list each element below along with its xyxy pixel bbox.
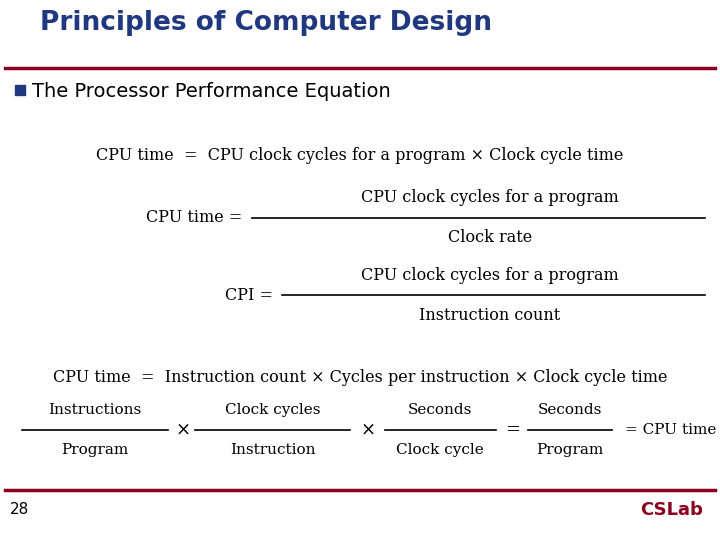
Text: Program: Program [61, 443, 129, 457]
Text: CPU time  =  CPU clock cycles for a program × Clock cycle time: CPU time = CPU clock cycles for a progra… [96, 146, 624, 164]
Text: Instructions: Instructions [48, 403, 142, 417]
Text: Clock cycles: Clock cycles [225, 403, 320, 417]
Text: Instruction: Instruction [230, 443, 316, 457]
Text: Clock cycle: Clock cycle [396, 443, 484, 457]
Text: Instruction count: Instruction count [419, 307, 561, 323]
Text: 28: 28 [10, 503, 30, 517]
Text: CSLab: CSLab [640, 501, 703, 519]
Text: Principles of Computer Design: Principles of Computer Design [40, 10, 492, 36]
Text: CPU clock cycles for a program: CPU clock cycles for a program [361, 190, 619, 206]
Text: CPU time  =  Instruction count × Cycles per instruction × Clock cycle time: CPU time = Instruction count × Cycles pe… [53, 369, 667, 387]
Text: CPU clock cycles for a program: CPU clock cycles for a program [361, 267, 619, 284]
Text: Program: Program [536, 443, 603, 457]
Text: =: = [505, 421, 521, 439]
Text: ×: × [176, 421, 191, 439]
Text: CPI =: CPI = [225, 287, 278, 303]
Text: The Processor Performance Equation: The Processor Performance Equation [32, 82, 391, 101]
Text: ×: × [361, 421, 376, 439]
Text: Seconds: Seconds [408, 403, 472, 417]
Text: = CPU time: = CPU time [625, 423, 716, 437]
Text: Seconds: Seconds [538, 403, 602, 417]
Text: Clock rate: Clock rate [448, 230, 532, 246]
Bar [15, 85, 25, 95]
Text: CPU time =: CPU time = [146, 210, 248, 226]
